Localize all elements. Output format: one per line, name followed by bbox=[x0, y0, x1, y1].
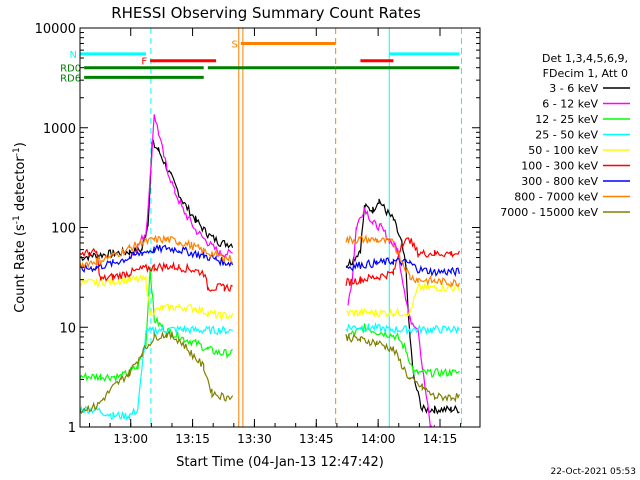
y-tick-label-2: 100 bbox=[51, 222, 76, 237]
legend-label-4: 50 - 100 keV bbox=[528, 144, 598, 157]
x-tick-label-1: 13:15 bbox=[175, 432, 210, 446]
footer-timestamp: 22-Oct-2021 05:53 bbox=[551, 467, 636, 477]
flag-label-f: F bbox=[141, 57, 147, 68]
x-axis-label: Start Time (04-Jan-13 12:47:42) bbox=[176, 455, 384, 470]
legend-header-0: Det 1,3,4,5,6,9, bbox=[542, 52, 628, 65]
legend-label-2: 12 - 25 keV bbox=[535, 113, 598, 126]
series-line-3 bbox=[80, 321, 460, 421]
series-line-7 bbox=[80, 234, 460, 288]
flag-label-rd6: RD6 bbox=[60, 73, 81, 84]
series-line-1 bbox=[129, 114, 436, 427]
legend-label-7: 800 - 7000 keV bbox=[514, 191, 598, 204]
legend-label-1: 6 - 12 keV bbox=[542, 98, 598, 111]
x-tick-label-5: 14:15 bbox=[423, 432, 458, 446]
legend-label-8: 7000 - 15000 keV bbox=[500, 206, 598, 219]
flag-label-s: S bbox=[231, 39, 237, 50]
x-tick-label-0: 13:00 bbox=[113, 432, 148, 446]
y-axis-label-sup1: -1 bbox=[12, 215, 22, 224]
legend-label-6: 300 - 800 keV bbox=[521, 175, 598, 188]
series-line-8 bbox=[80, 330, 460, 415]
x-tick-label-2: 13:30 bbox=[237, 432, 272, 446]
y-tick-label-1: 10 bbox=[59, 321, 76, 336]
legend-label-0: 3 - 6 keV bbox=[549, 82, 598, 95]
y-axis-label-sup2: -1 bbox=[12, 147, 22, 156]
y-tick-label-3: 1000 bbox=[43, 122, 76, 137]
series-line-5 bbox=[80, 237, 460, 293]
y-tick-label-4: 10000 bbox=[35, 22, 76, 37]
y-axis-label-mid: detector bbox=[13, 156, 28, 216]
y-axis-label-main: Count Rate (s bbox=[13, 224, 28, 313]
y-axis-label-end: ) bbox=[13, 142, 28, 147]
y-tick-label-0: 1 bbox=[68, 421, 76, 436]
y-axis-label: Count Rate (s-1 detector-1) bbox=[12, 142, 28, 313]
legend-header-1: FDecim 1, Att 0 bbox=[543, 67, 628, 80]
legend-label-3: 25 - 50 keV bbox=[535, 129, 598, 142]
x-tick-label-4: 14:00 bbox=[361, 432, 396, 446]
flag-label-n: N bbox=[70, 50, 77, 61]
series-line-6 bbox=[80, 243, 460, 278]
flag-label-rd0: RD0 bbox=[60, 64, 81, 75]
x-tick-label-3: 13:45 bbox=[299, 432, 334, 446]
series-line-2 bbox=[80, 266, 460, 383]
chart-title: RHESSI Observing Summary Count Rates bbox=[111, 4, 421, 22]
legend-label-5: 100 - 300 keV bbox=[521, 160, 598, 173]
